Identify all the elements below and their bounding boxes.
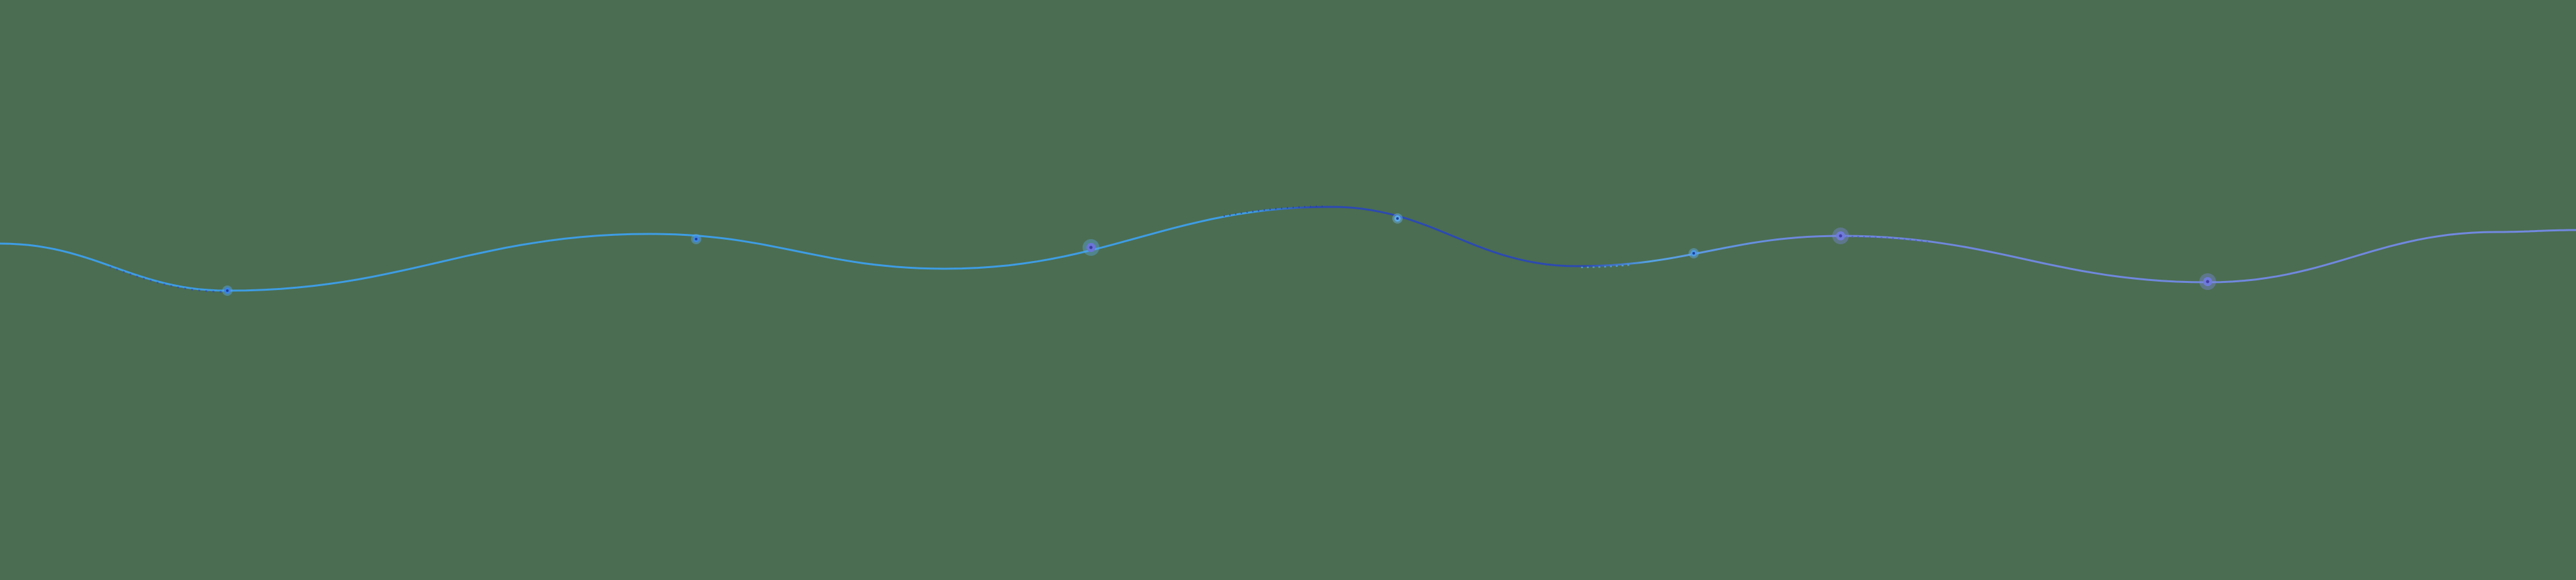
marker-center-dot	[1692, 252, 1695, 255]
data-point-marker[interactable]	[222, 285, 232, 296]
trend-line-dash-texture	[1223, 205, 1327, 217]
data-point-marker[interactable]	[1832, 227, 1849, 244]
data-point-marker[interactable]	[1083, 239, 1099, 256]
trend-line-dash-texture	[1845, 235, 1929, 243]
data-point-marker[interactable]	[2199, 273, 2216, 290]
data-point-marker[interactable]	[1392, 213, 1403, 224]
marker-center-dot	[226, 289, 229, 292]
data-point-marker[interactable]	[1689, 248, 1699, 258]
trend-line-path	[0, 206, 2576, 292]
marker-center-dot	[1089, 246, 1093, 249]
marker-center-dot	[2206, 280, 2210, 284]
marker-center-dot	[1396, 217, 1399, 220]
data-point-marker[interactable]	[691, 234, 701, 244]
marker-center-dot	[695, 238, 697, 240]
marker-center-dot	[1839, 234, 1842, 238]
